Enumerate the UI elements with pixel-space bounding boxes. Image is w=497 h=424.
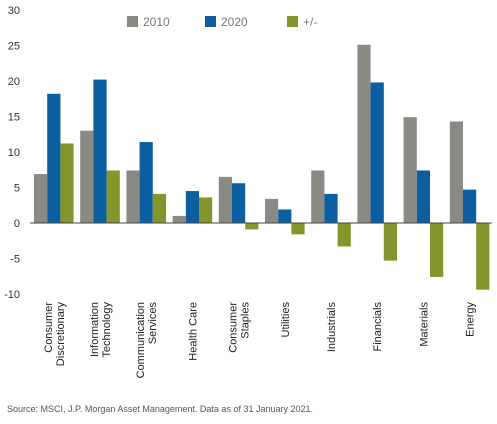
- category-label: Health Care: [187, 302, 199, 361]
- legend-swatch: [127, 16, 138, 27]
- source-note: Source: MSCI, J.P. Morgan Asset Manageme…: [7, 404, 313, 414]
- x-axis-labels: ConsumerDiscretionary InformationTechnolo…: [43, 302, 477, 379]
- bars: [34, 44, 490, 290]
- bar-2010: [218, 176, 232, 223]
- bar-2020: [278, 209, 292, 223]
- bar-: [337, 223, 351, 247]
- category-label: Utilities: [280, 302, 292, 338]
- y-tick-label: 20: [8, 76, 20, 88]
- bar-: [245, 223, 259, 230]
- y-tick-label: -10: [4, 289, 20, 301]
- bar-2020: [185, 191, 199, 223]
- category-label: Financials: [372, 302, 384, 352]
- y-tick-label: 25: [8, 41, 20, 53]
- category-label: Industrials: [326, 302, 338, 353]
- bar-: [383, 223, 397, 261]
- bar-: [430, 223, 444, 277]
- legend-label: 2010: [143, 15, 170, 29]
- bar-2020: [324, 193, 338, 223]
- y-tick-label: 10: [8, 147, 20, 159]
- bar-2010: [126, 170, 140, 223]
- bar-: [476, 223, 490, 290]
- bar-2020: [463, 189, 477, 223]
- category-label: CommunicationServices: [135, 302, 159, 379]
- bar-2020: [139, 142, 153, 223]
- bar-2010: [449, 121, 463, 223]
- legend: 2010 2020 +/-: [127, 15, 317, 29]
- bar-2010: [172, 215, 186, 223]
- legend-label: +/-: [303, 15, 317, 29]
- bar-2010: [80, 130, 94, 223]
- category-label: Materials: [418, 302, 430, 347]
- bar-2010: [311, 170, 325, 223]
- legend-label: 2020: [221, 15, 248, 29]
- bar-2020: [370, 82, 384, 223]
- bar-2020: [93, 79, 107, 223]
- bar-: [60, 143, 74, 223]
- legend-swatch: [205, 16, 216, 27]
- bar-chart: -10 -5 0 5 10 15 20 25 30 ConsumerDiscretionary I…: [4, 5, 492, 379]
- bar-: [152, 193, 166, 223]
- bar-2010: [403, 117, 417, 223]
- bar-: [199, 197, 213, 223]
- y-tick-label: 15: [8, 112, 20, 124]
- legend-swatch: [287, 16, 298, 27]
- bar-: [291, 223, 305, 235]
- bar-2010: [265, 198, 279, 223]
- category-label: ConsumerStaples: [228, 302, 252, 353]
- y-axis: -10 -5 0 5 10 15 20 25 30: [4, 5, 20, 301]
- y-tick-label: 0: [14, 218, 20, 230]
- y-tick-label: 30: [8, 5, 20, 17]
- bar-2020: [232, 183, 246, 223]
- bar-: [106, 170, 120, 223]
- bar-2020: [47, 93, 61, 223]
- bar-2010: [34, 174, 48, 223]
- category-label: ConsumerDiscretionary: [43, 302, 67, 367]
- y-tick-label: 5: [14, 183, 20, 195]
- bar-2020: [416, 170, 430, 223]
- category-label: InformationTechnology: [89, 302, 113, 358]
- bar-2010: [357, 44, 371, 223]
- y-tick-label: -5: [10, 254, 20, 266]
- category-label: Energy: [465, 302, 477, 337]
